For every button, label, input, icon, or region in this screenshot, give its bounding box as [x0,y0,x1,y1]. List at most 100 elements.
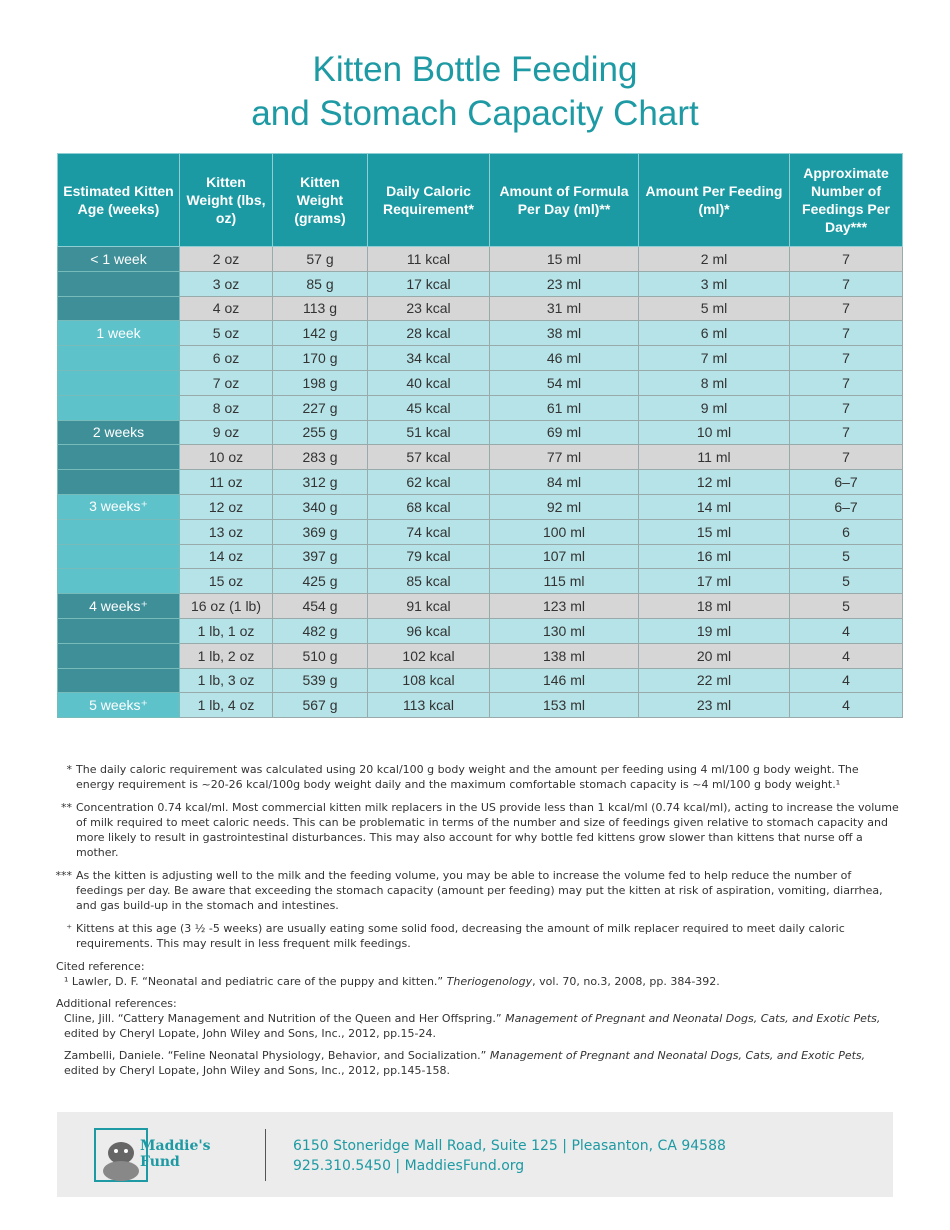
data-cell: 7 [789,295,903,322]
data-cell: 19 ml [638,617,790,644]
data-cell: 28 kcal [367,320,490,347]
data-cell: 6 [789,518,903,545]
table-row: 1 lb, 2 oz 510 g 102 kcal 138 ml 20 ml 4 [57,642,903,669]
ref-title: Management of Pregnant and Neonatal Dogs… [489,1049,866,1062]
table-row: 6 oz 170 g 34 kcal 46 ml 7 ml 7 [57,345,903,371]
data-cell: 1 lb, 2 oz [179,642,273,669]
data-cell: 102 kcal [367,642,490,669]
table-row: 10 oz 283 g 57 kcal 77 ml 11 ml 7 [57,444,903,471]
data-cell: 510 g [272,642,368,669]
data-cell: 16 oz (1 lb) [179,593,273,619]
data-cell: 6–7 [789,493,903,520]
data-cell: 9 oz [179,419,273,446]
data-cell: 170 g [272,345,368,371]
data-cell: 92 ml [489,493,639,520]
data-cell: 15 ml [489,246,639,272]
data-cell: 22 ml [638,667,790,694]
data-cell: 340 g [272,493,368,520]
data-cell: 425 g [272,568,368,595]
data-cell: 7 oz [179,369,273,396]
data-cell: 108 kcal [367,667,490,694]
footnote-marker: *** [55,869,73,882]
data-cell: 7 [789,444,903,471]
data-cell: 74 kcal [367,518,490,545]
header-cell: Approximate Number of Feedings Per Day**… [789,153,903,247]
notes: * The daily caloric requirement was calcu… [50,762,900,1085]
data-cell: 5 ml [638,295,790,322]
ref-text: edited by Cheryl Lopate, John Wiley and … [64,1027,437,1040]
data-cell: 20 ml [638,642,790,669]
reference: Cline, Jill. “Cattery Management and Nut… [50,1011,900,1041]
data-cell: 397 g [272,543,368,570]
data-cell: 11 oz [179,469,273,495]
data-cell: 130 ml [489,617,639,644]
data-cell: 17 kcal [367,270,490,297]
data-cell: 4 [789,667,903,694]
data-cell: 51 kcal [367,419,490,446]
age-cell: 2 weeks [57,419,180,446]
data-cell: 7 [789,394,903,421]
age-cell [57,295,180,322]
data-cell: 11 ml [638,444,790,471]
footnote-text: Concentration 0.74 kcal/ml. Most commerc… [76,801,899,859]
age-cell: 1 week [57,320,180,347]
data-cell: 79 kcal [367,543,490,570]
title-line: and Stomach Capacity Chart [251,94,699,133]
age-cell [57,568,180,595]
data-cell: 8 ml [638,369,790,396]
data-cell: 2 oz [179,246,273,272]
footnote-marker: ** [61,801,72,814]
data-cell: 9 ml [638,394,790,421]
age-cell [57,444,180,471]
reference: Zambelli, Daniele. “Feline Neonatal Phys… [50,1048,900,1078]
table-row: 3 oz 85 g 17 kcal 23 ml 3 ml 7 [57,270,903,297]
ref-text: edited by Cheryl Lopate, John Wiley and … [64,1064,451,1077]
feeding-table: Estimated Kitten Age (weeks) Kitten Weigh… [57,153,903,719]
title-line: Kitten Bottle Feeding [312,50,638,89]
data-cell: 5 [789,593,903,619]
data-cell: 283 g [272,444,368,471]
age-cell: 4 weeks⁺ [57,593,180,619]
header-cell: Estimated Kitten Age (weeks) [57,153,180,247]
header-cell: Kitten Weight (lbs, oz) [179,153,273,247]
age-cell [57,345,180,371]
table-row: 1 lb, 3 oz 539 g 108 kcal 146 ml 22 ml 4 [57,667,903,694]
ref-text: Zambelli, Daniele. “Feline Neonatal Phys… [64,1049,490,1062]
data-cell: 1 lb, 1 oz [179,617,273,644]
data-cell: 15 oz [179,568,273,595]
footnote: ⁺ Kittens at this age (3 ½ -5 weeks) are … [50,921,900,951]
data-cell: 113 kcal [367,692,490,719]
age-cell [57,543,180,570]
logo-text: Maddie's [140,1138,211,1154]
data-cell: 107 ml [489,543,639,570]
logo-text: Fund [140,1154,180,1170]
data-cell: 16 ml [638,543,790,570]
data-cell: 12 oz [179,493,273,520]
data-cell: 14 ml [638,493,790,520]
data-cell: 482 g [272,617,368,644]
data-cell: 539 g [272,667,368,694]
data-cell: 138 ml [489,642,639,669]
age-cell: 3 weeks⁺ [57,493,180,520]
footnote-text: As the kitten is adjusting well to the m… [76,869,883,912]
footnote: * The daily caloric requirement was calcu… [50,762,900,792]
data-cell: 5 [789,543,903,570]
data-cell: 7 [789,246,903,272]
data-cell: 146 ml [489,667,639,694]
table-row: < 1 week 2 oz 57 g 11 kcal 15 ml 2 ml 7 [57,246,903,272]
data-cell: 69 ml [489,419,639,446]
address: 6150 Stoneridge Mall Road, Suite 125 | P… [293,1138,726,1154]
data-cell: 57 kcal [367,444,490,471]
data-cell: 84 ml [489,469,639,495]
age-cell: 5 weeks⁺ [57,692,180,719]
data-cell: 454 g [272,593,368,619]
data-cell: 1 lb, 4 oz [179,692,273,719]
data-cell: 369 g [272,518,368,545]
footnote-text: Kittens at this age (3 ½ -5 weeks) are u… [76,922,845,950]
footnote-marker: * [66,763,73,776]
age-cell [57,369,180,396]
data-cell: 153 ml [489,692,639,719]
age-cell [57,394,180,421]
data-cell: 11 kcal [367,246,490,272]
